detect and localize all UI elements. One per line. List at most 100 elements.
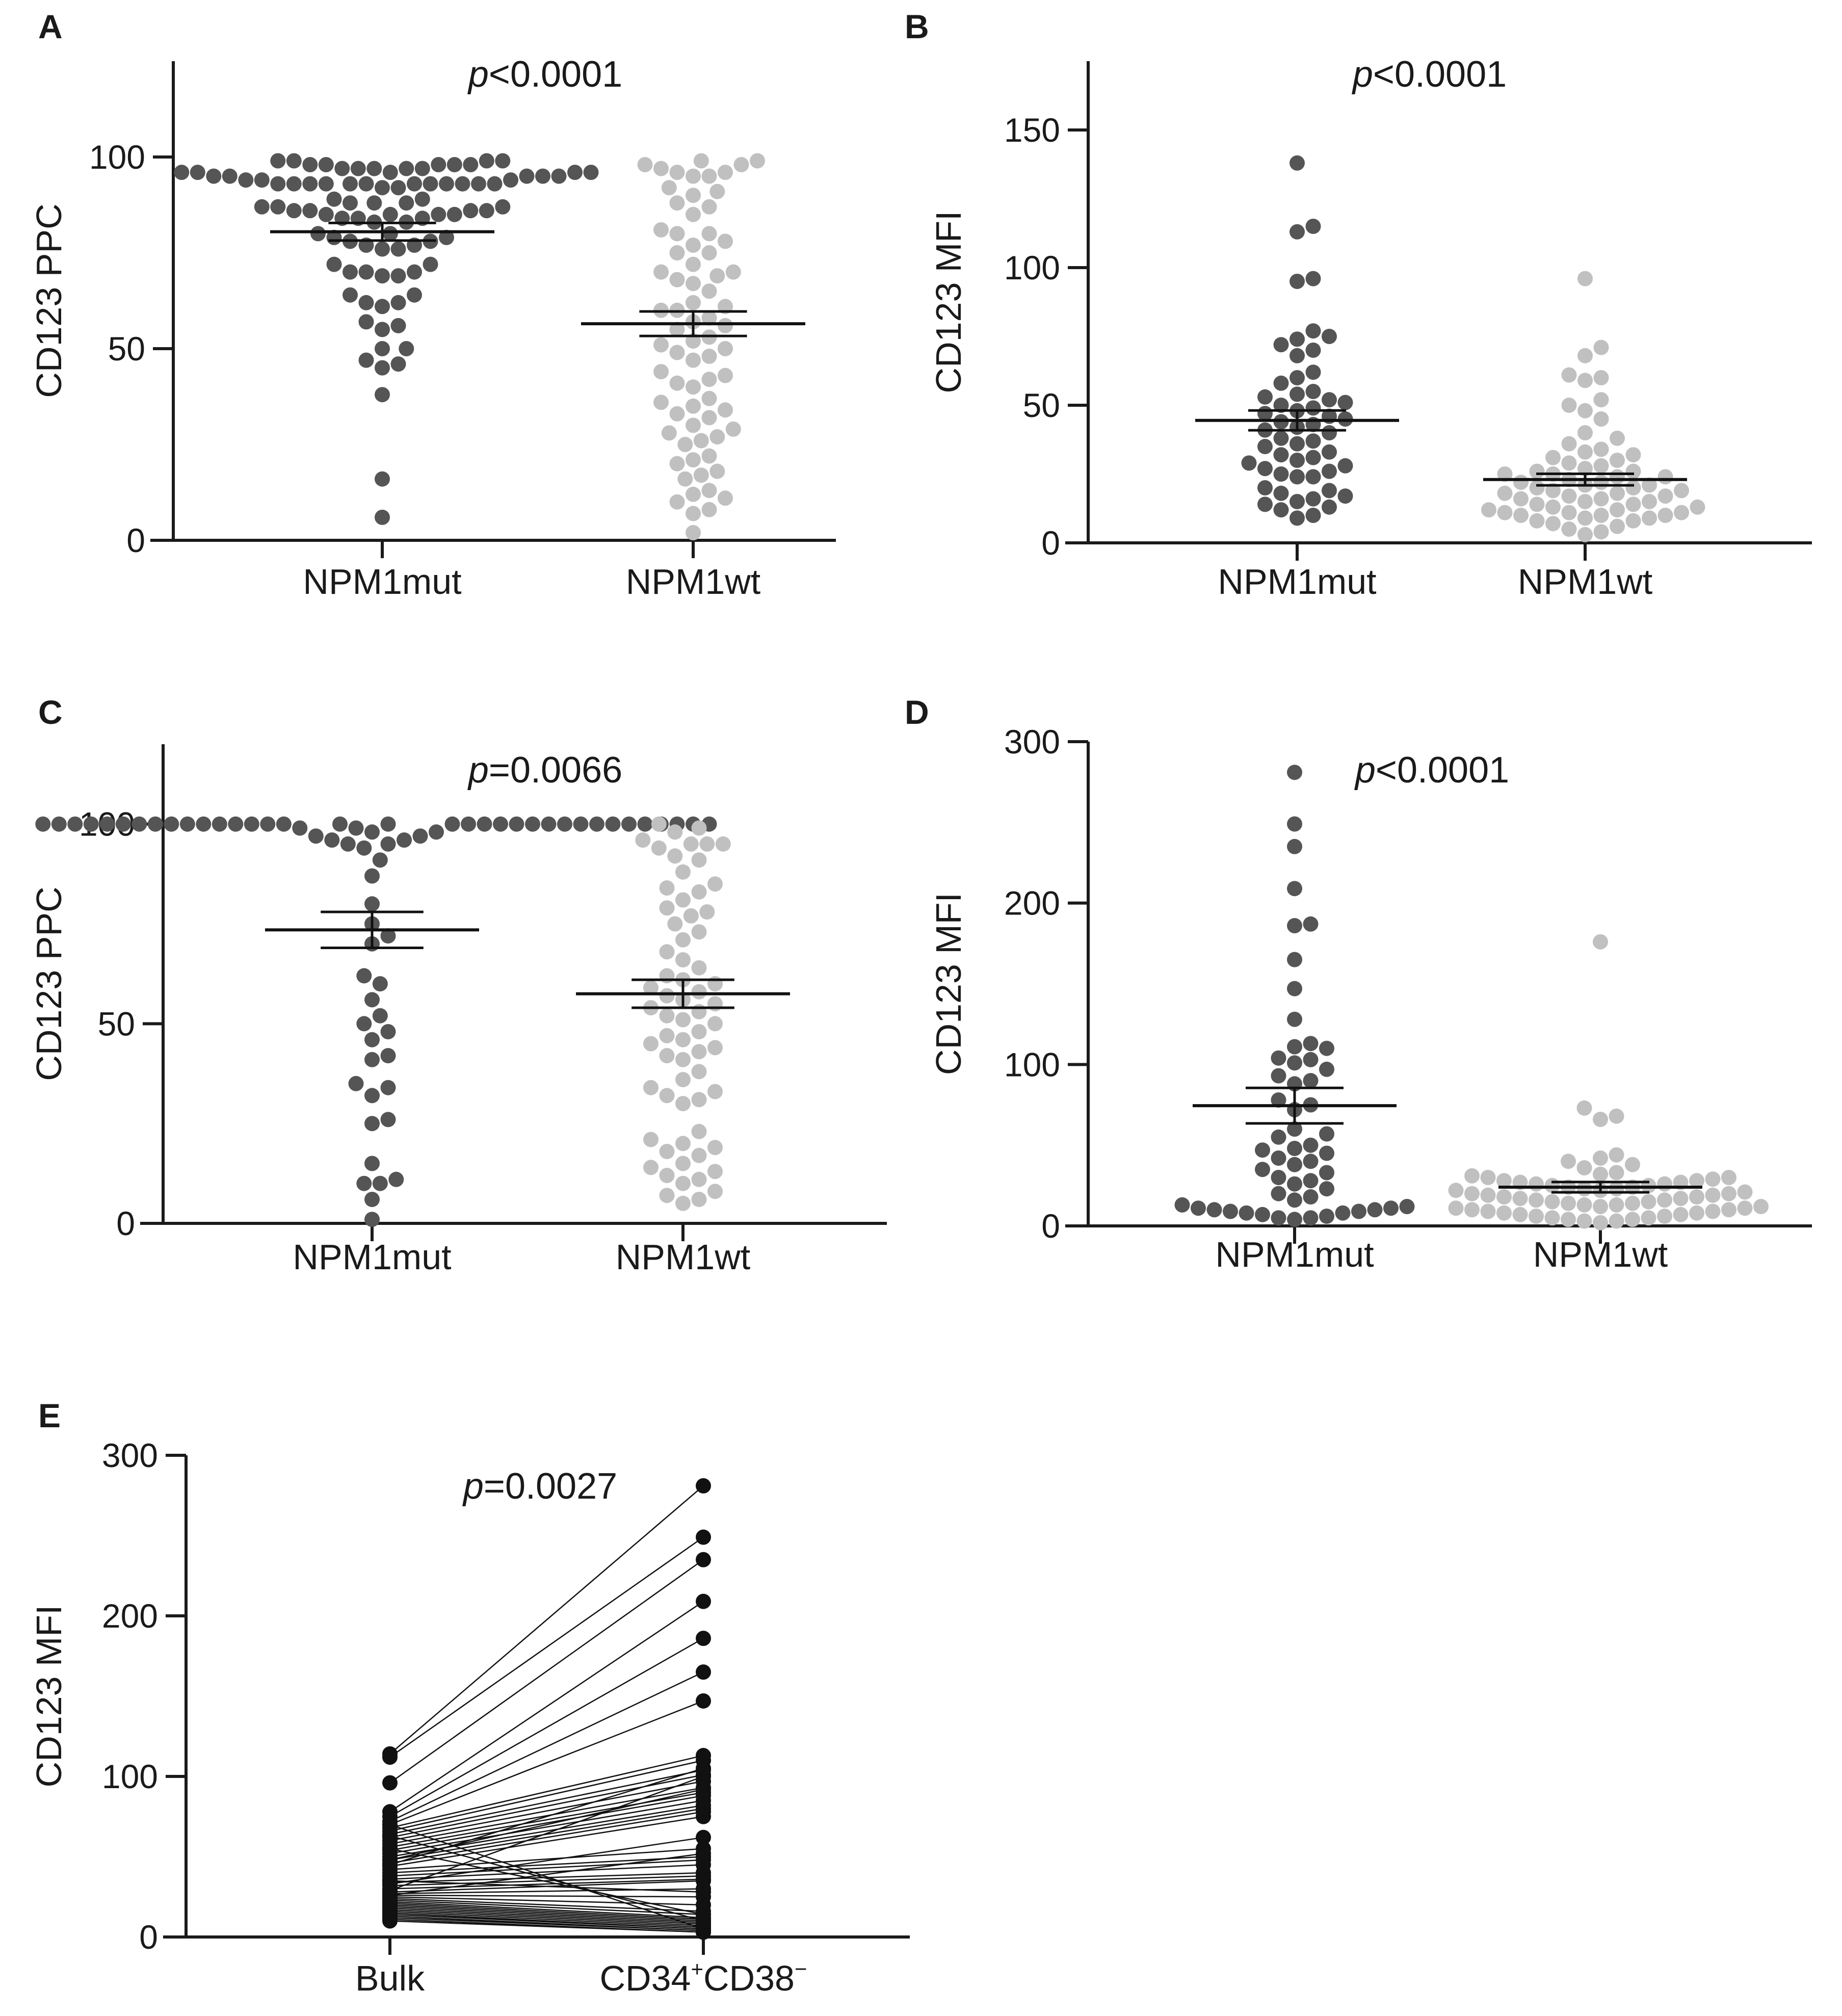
- data-point-npm1wt: [718, 341, 733, 356]
- data-point-npm1mut: [270, 153, 286, 169]
- data-point-npm1mut: [1319, 1061, 1334, 1077]
- y-tick-label: 200: [1004, 884, 1060, 922]
- data-point-bulk: [382, 1775, 398, 1791]
- data-point-npm1wt: [701, 310, 717, 326]
- data-point-npm1wt: [659, 1168, 675, 1183]
- data-point-npm1wt: [707, 1084, 723, 1099]
- data-point-npm1wt: [1657, 1209, 1672, 1224]
- pair-line: [389, 1787, 704, 1845]
- data-point-npm1wt: [1593, 491, 1609, 507]
- data-point-npm1mut: [637, 816, 653, 832]
- data-point-npm1wt: [1464, 1168, 1480, 1184]
- data-point-npm1wt: [701, 199, 717, 215]
- data-point-npm1mut: [1305, 343, 1321, 358]
- data-point-npm1mut: [1271, 1170, 1286, 1185]
- data-point-npm1mut: [334, 161, 350, 176]
- data-point-npm1mut: [1290, 155, 1305, 171]
- data-point-npm1mut: [471, 176, 486, 192]
- panel-letter: E: [38, 1397, 61, 1434]
- data-point-npm1wt: [691, 1123, 707, 1139]
- data-point-npm1mut: [340, 836, 356, 852]
- data-point-npm1wt: [691, 1024, 707, 1039]
- data-point-npm1wt: [1464, 1202, 1480, 1218]
- data-point-npm1wt: [1610, 502, 1625, 518]
- data-point-npm1wt: [1448, 1183, 1464, 1198]
- data-point-npm1wt: [1642, 510, 1657, 526]
- data-point-npm1wt: [691, 1044, 707, 1060]
- p-value: p<0.0001: [1352, 54, 1507, 95]
- data-point-npm1wt: [691, 1192, 707, 1207]
- data-point-npm1mut: [455, 176, 470, 192]
- category-label-bulk: Bulk: [355, 1958, 425, 1998]
- data-point-npm1mut: [446, 206, 462, 222]
- data-point-npm1mut: [1287, 1121, 1302, 1137]
- data-point-npm1wt: [1593, 1150, 1608, 1166]
- data-point-npm1wt: [1625, 463, 1641, 479]
- data-point-cd34-cd38: [696, 1769, 711, 1784]
- data-point-npm1wt: [718, 318, 733, 333]
- data-point-npm1wt: [1689, 1205, 1704, 1221]
- data-point-npm1mut: [372, 976, 388, 991]
- panel-a: A 0 50 100 CD123 PPC NPM1mut NPM1wt p<0.0001: [29, 8, 836, 601]
- panel-letter: B: [905, 8, 929, 45]
- data-point-npm1mut: [356, 1016, 372, 1032]
- data-point-npm1mut: [429, 824, 444, 840]
- p-value: p=0.0066: [467, 750, 622, 791]
- data-point-npm1mut: [1287, 816, 1302, 832]
- category-label-npm1wt: NPM1wt: [616, 1237, 750, 1277]
- data-point-npm1wt: [1480, 1203, 1496, 1219]
- data-point-cd34-cd38: [696, 1782, 711, 1797]
- data-point-npm1wt: [1593, 392, 1609, 408]
- data-point-npm1mut: [302, 203, 318, 219]
- data-point-npm1wt: [1657, 1176, 1672, 1192]
- data-point-npm1wt: [669, 272, 685, 287]
- data-point-cd34-cd38: [696, 1829, 711, 1845]
- data-point-npm1wt: [1625, 513, 1641, 529]
- data-point-npm1wt: [675, 932, 691, 948]
- data-point-npm1mut: [407, 176, 422, 192]
- data-point-npm1wt: [653, 222, 669, 238]
- pair-line: [389, 1781, 704, 1842]
- data-point-npm1mut: [1319, 1181, 1334, 1197]
- data-point-npm1wt: [1705, 1203, 1721, 1219]
- pair-line: [389, 1700, 704, 1825]
- data-point-npm1mut: [399, 161, 414, 176]
- data-point-npm1wt: [1577, 348, 1593, 363]
- data-point-npm1wt: [1737, 1200, 1753, 1216]
- data-point-npm1mut: [356, 840, 372, 856]
- pair-line: [389, 1914, 704, 1930]
- y-tick-label: 50: [98, 1005, 135, 1042]
- pair-line: [389, 1835, 704, 1922]
- data-point-npm1wt: [686, 188, 701, 203]
- pair-line: [389, 1905, 704, 1923]
- data-point-npm1wt: [1642, 494, 1657, 509]
- data-point-npm1wt: [669, 322, 685, 337]
- data-point-npm1mut: [439, 176, 454, 192]
- pair-line: [389, 1788, 704, 1861]
- data-point-npm1wt: [1609, 1197, 1624, 1213]
- data-point-npm1wt: [707, 976, 723, 991]
- data-point-npm1mut: [1335, 1205, 1351, 1221]
- data-point-npm1wt: [1705, 1187, 1721, 1203]
- data-point-npm1wt: [675, 892, 691, 908]
- data-point-npm1mut: [1287, 839, 1302, 854]
- pair-line: [389, 1837, 704, 1885]
- data-point-npm1wt: [1561, 1212, 1576, 1227]
- data-point-cd34-cd38: [696, 1693, 711, 1709]
- data-point-npm1mut: [382, 226, 398, 242]
- data-point-npm1mut: [270, 176, 286, 192]
- data-point-npm1wt: [659, 1088, 675, 1104]
- data-point-npm1mut: [444, 816, 460, 832]
- y-tick-label: 100: [89, 138, 145, 176]
- data-point-npm1wt: [709, 429, 725, 444]
- data-point-npm1mut: [1303, 1137, 1319, 1153]
- data-point-npm1wt: [667, 916, 683, 932]
- data-point-npm1mut: [318, 176, 334, 192]
- data-point-npm1wt: [701, 349, 717, 364]
- y-tick-label: 0: [139, 1918, 158, 1956]
- pair-line: [389, 1904, 704, 1922]
- data-point-bulk: [382, 1828, 398, 1844]
- data-point-npm1mut: [1303, 1189, 1319, 1205]
- data-point-npm1wt: [1577, 271, 1593, 286]
- data-point-npm1mut: [423, 256, 438, 272]
